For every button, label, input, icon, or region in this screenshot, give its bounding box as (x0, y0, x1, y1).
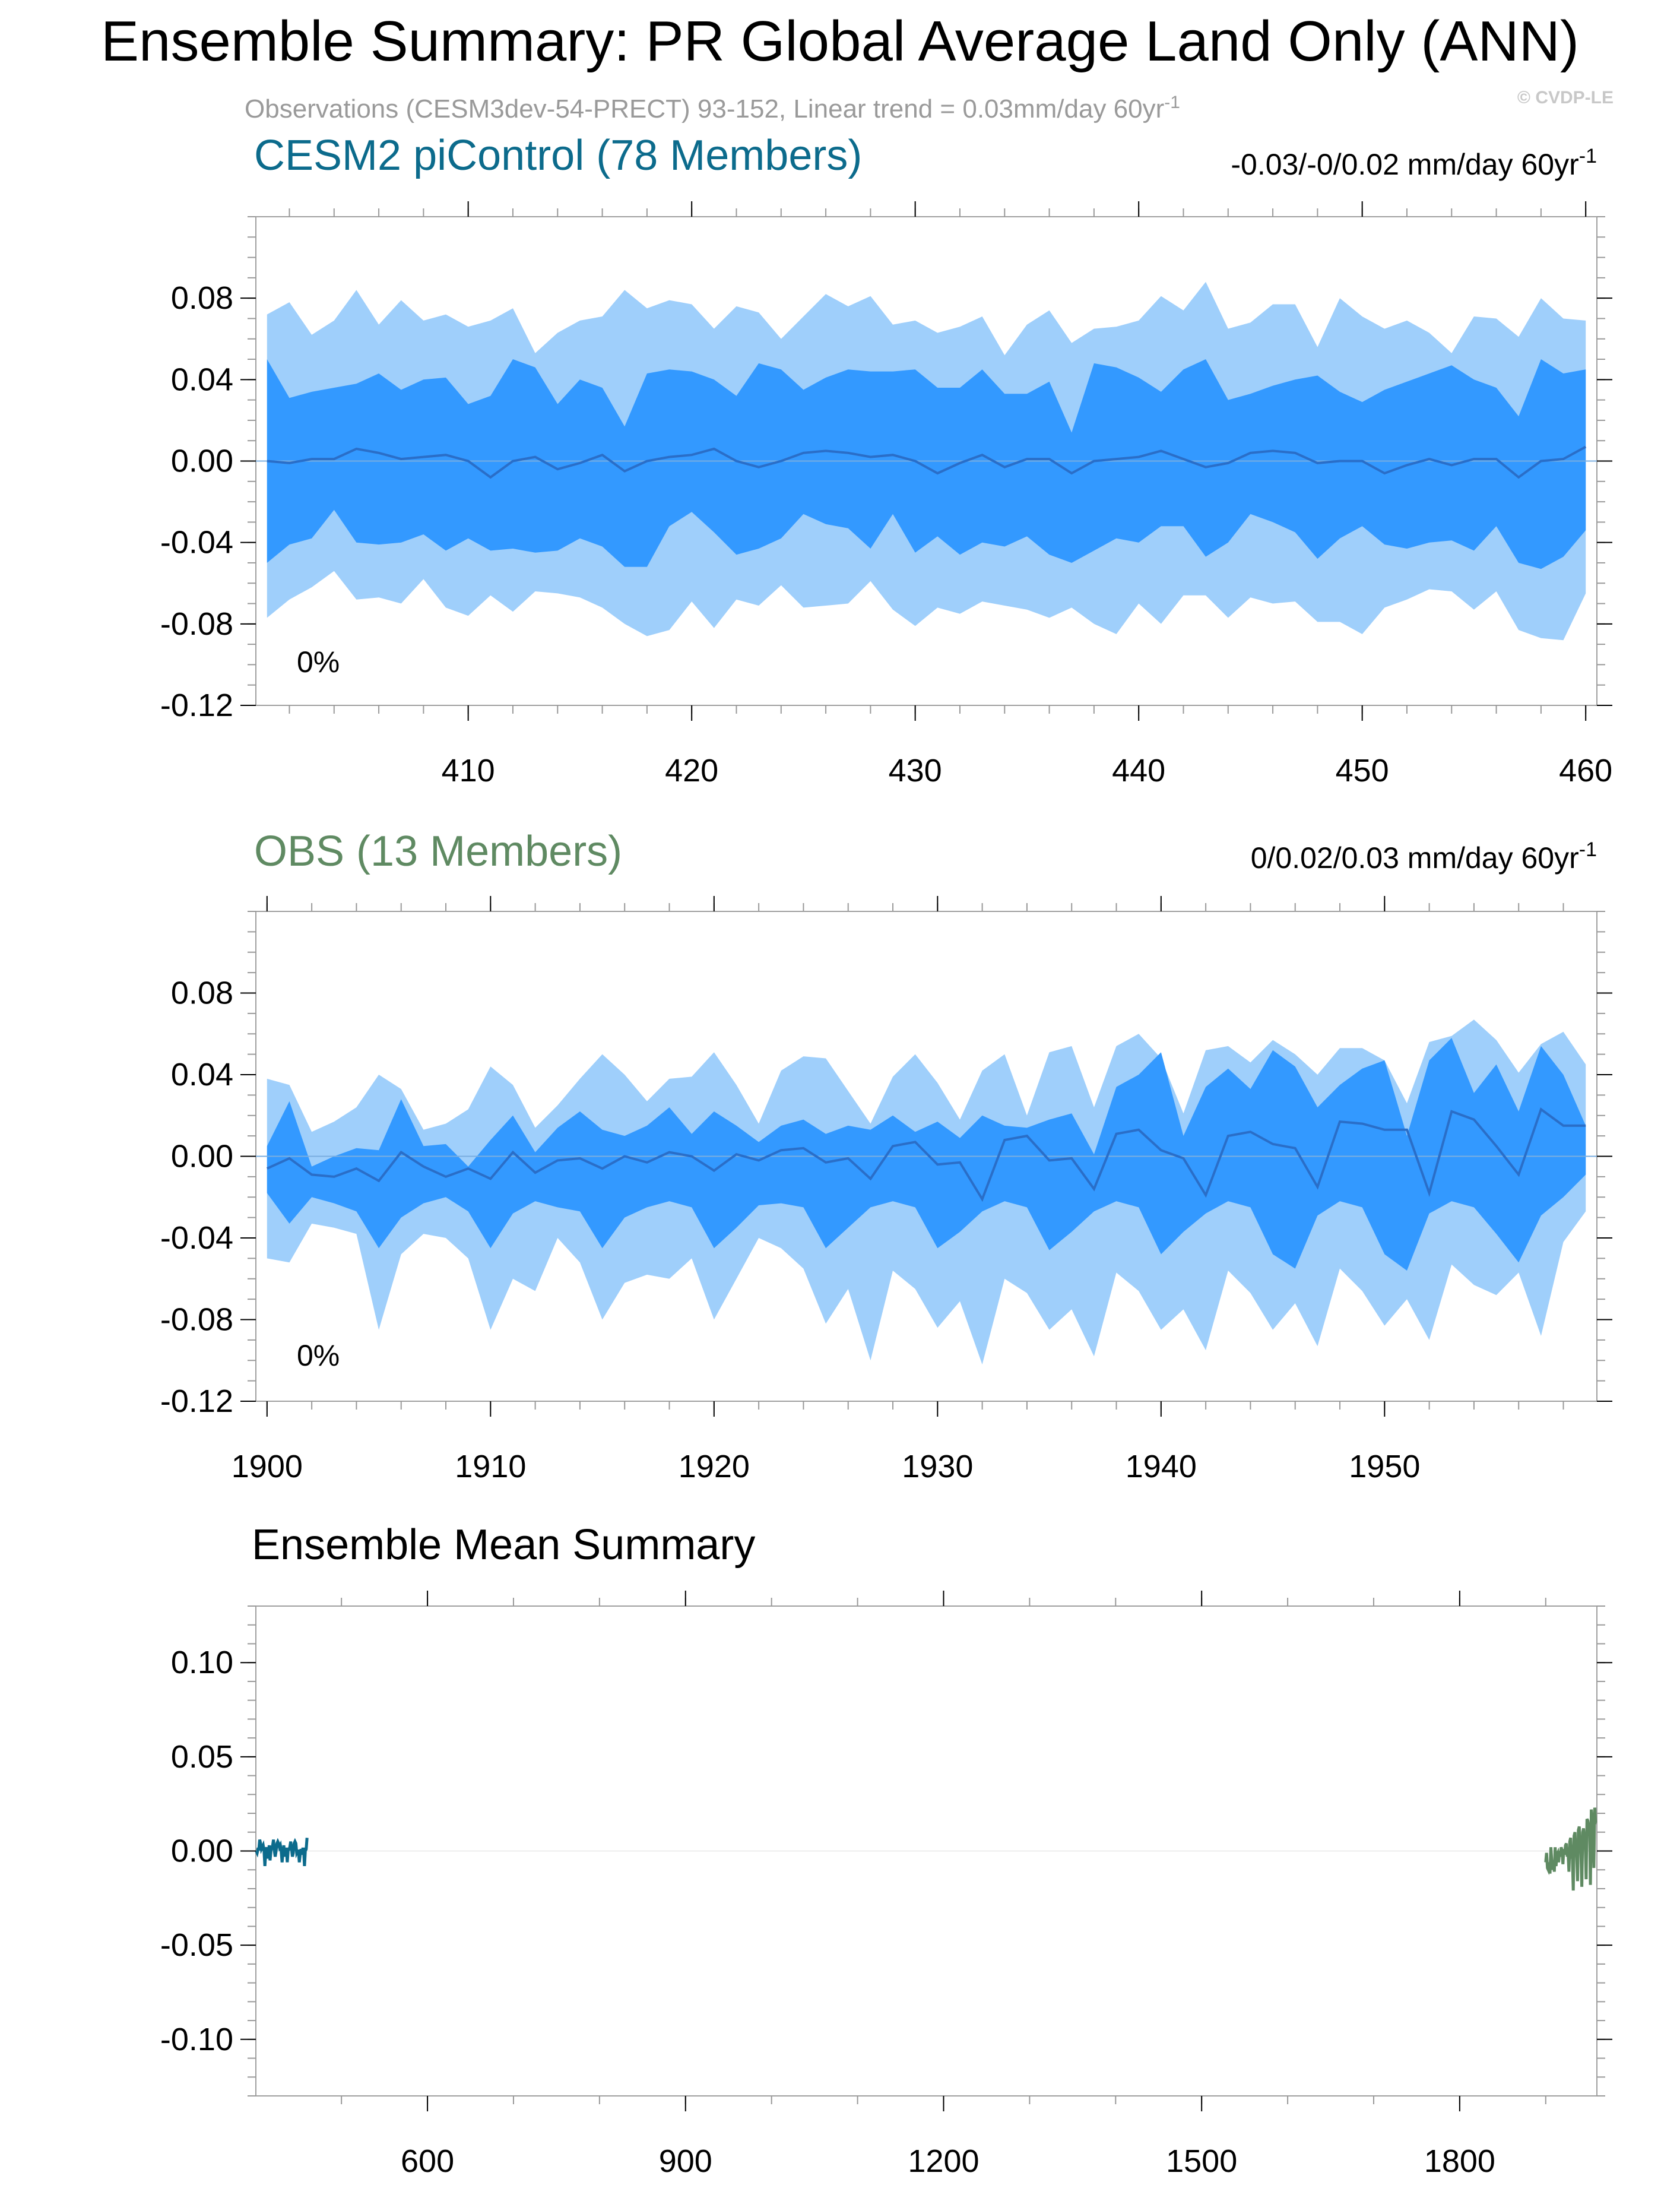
y-tick-label: 0.10 (171, 1645, 233, 1680)
figure-title: Ensemble Summary: PR Global Average Land… (101, 9, 1579, 73)
x-tick-label: 1930 (902, 1449, 973, 1484)
y-tick-label: 0.08 (171, 280, 233, 316)
summary-series-line-0 (255, 1838, 309, 1867)
panel-obs: OBS (13 Members) 0/0.02/0.03 mm/day 60yr… (160, 828, 1612, 1484)
panel-obs-plot-area: 0.08 0.04 0.00 -0.04 -0.08 -0.12 1900 1910 1920 1… (160, 896, 1612, 1484)
figure-subtitle: Observations (CESM3dev-54-PRECT) 93-152,… (245, 93, 1180, 123)
x-tick-label: 900 (659, 2143, 712, 2179)
panel-ensemble-mean-summary: Ensemble Mean Summary 0.10 0.05 0.00 -0.05 -… (160, 1521, 1612, 2179)
y-tick-label: 0.00 (171, 1833, 233, 1869)
panel-cesm2-picontrol: CESM2 piControl (78 Members) -0.03/-0/0.… (160, 132, 1612, 788)
x-tick-label: 1910 (455, 1449, 526, 1484)
x-tick-label: 1940 (1126, 1449, 1197, 1484)
copyright-label: © CVDP-LE (1517, 88, 1614, 107)
ensemble-mean-line-obs (266, 1107, 1586, 1202)
panel-cesm2-trend: -0.03/-0/0.02 mm/day 60yr-1 (1231, 145, 1597, 181)
panel-ensemble-mean-plot-area: 0.10 0.05 0.00 -0.05 -0.10 600 900 1200 1500 1800 (160, 1591, 1612, 2179)
panel-obs-title: OBS (13 Members) (254, 828, 622, 875)
x-tick-label: 1200 (908, 2143, 979, 2179)
x-tick-label: 450 (1336, 753, 1389, 788)
x-tick-label: 1900 (232, 1449, 303, 1484)
panel-obs-trend-main: 0/0.02/0.03 mm/day 60yr (1251, 841, 1579, 875)
panel-ensemble-mean-title: Ensemble Mean Summary (252, 1521, 755, 1569)
y-tick-label: 0.00 (171, 1139, 233, 1174)
panel-obs-trend: 0/0.02/0.03 mm/day 60yr-1 (1251, 838, 1597, 875)
y-tick-label: -0.05 (160, 1927, 233, 1963)
x-tick-label: 1800 (1424, 2143, 1495, 2179)
x-tick-label: 420 (665, 753, 718, 788)
summary-series-line-1 (1544, 1807, 1597, 1891)
x-tick-label: 1500 (1166, 2143, 1237, 2179)
panel-cesm2-title: CESM2 piControl (78 Members) (254, 132, 862, 179)
panel-cesm2-trend-sup: -1 (1579, 145, 1597, 167)
figure-subtitle-main: Observations (CESM3dev-54-PRECT) 93-152,… (245, 94, 1164, 123)
y-tick-label: -0.04 (160, 525, 233, 560)
panel-obs-percent: 0% (297, 1339, 340, 1372)
y-tick-label: 0.05 (171, 1739, 233, 1775)
panel-cesm2-percent: 0% (297, 645, 340, 679)
panel-cesm2-trend-main: -0.03/-0/0.02 mm/day 60yr (1231, 148, 1578, 181)
ensemble-mean-line-cesm2 (267, 445, 1587, 479)
y-tick-label: -0.10 (160, 2022, 233, 2057)
x-tick-label: 1950 (1349, 1449, 1420, 1484)
y-tick-label: -0.04 (160, 1220, 233, 1256)
panel-obs-trend-sup: -1 (1579, 838, 1597, 861)
y-tick-label: 0.04 (171, 1057, 233, 1092)
x-tick-label: 1920 (679, 1449, 750, 1484)
inner-spread-band-cesm2 (267, 359, 1586, 569)
y-tick-label: -0.08 (160, 1302, 233, 1338)
y-tick-label: 0.00 (171, 444, 233, 479)
y-tick-label: -0.12 (160, 688, 233, 723)
x-tick-label: 430 (889, 753, 942, 788)
x-tick-label: 410 (442, 753, 495, 788)
y-tick-label: -0.08 (160, 606, 233, 642)
y-tick-label: -0.12 (160, 1383, 233, 1419)
y-tick-label: 0.04 (171, 362, 233, 397)
y-tick-label: 0.08 (171, 976, 233, 1011)
figure-subtitle-sup: -1 (1164, 93, 1180, 112)
x-tick-label: 440 (1112, 753, 1165, 788)
panel-cesm2-plot-area: 0.08 0.04 0.00 -0.04 -0.08 -0.12 410 420 430 440 4… (160, 201, 1612, 788)
x-tick-label: 460 (1559, 753, 1612, 788)
x-tick-label: 600 (401, 2143, 454, 2179)
